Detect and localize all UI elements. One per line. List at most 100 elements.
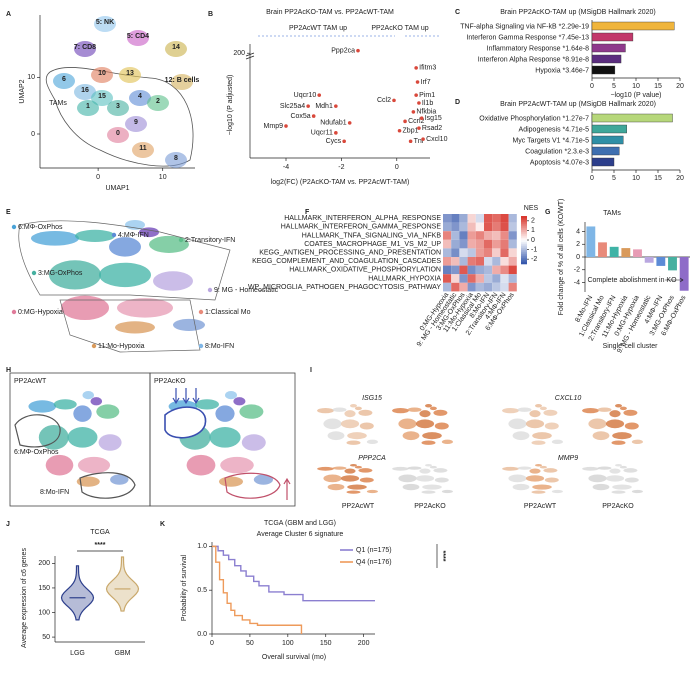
point-label: Nfkbia <box>416 109 436 116</box>
x-axis-title: log2(FC) (P2AcKO-TAM vs. PP2AcWT-TAM) <box>271 179 410 186</box>
heat-cell <box>484 282 493 292</box>
heat-cell <box>500 274 509 283</box>
cell-cluster <box>117 298 173 318</box>
cell-cluster <box>592 483 610 491</box>
row-label: HALLMARK_OXIDATIVE_PHOSPHORYLATION <box>289 267 441 274</box>
row-label: KEGG_COMPLEMENT_AND_COAGULATION_CASCADES <box>252 258 441 265</box>
point-label: Cxcl10 <box>426 136 448 143</box>
gene-title: MMP9 <box>558 455 578 462</box>
heat-cell <box>459 222 468 232</box>
heat-cell <box>459 257 468 266</box>
point-label: Mdh1 <box>315 103 333 110</box>
cell-cluster <box>358 468 373 473</box>
heat-cell <box>475 231 484 240</box>
cell-cluster <box>354 465 362 469</box>
cell-cluster <box>415 419 435 429</box>
cell-cluster <box>407 407 422 412</box>
heat-cell <box>467 265 476 275</box>
category-label: Interferon Gamma Response *7.45e-13 <box>466 34 589 41</box>
cell-cluster <box>543 409 558 416</box>
heat-cell <box>451 231 460 240</box>
annotation: **** <box>95 542 106 549</box>
heat-cell <box>475 222 484 232</box>
bar <box>586 226 596 257</box>
heat-cell <box>484 231 493 240</box>
heat-cell <box>475 282 484 292</box>
cell-cluster <box>350 404 357 408</box>
point <box>414 93 418 97</box>
cell-cluster <box>74 41 96 57</box>
cell-cluster <box>502 466 519 471</box>
heat-cell <box>484 214 493 223</box>
cell-cluster <box>82 391 94 400</box>
point <box>417 126 421 130</box>
heat-cell <box>451 239 460 249</box>
heat-cell <box>492 231 501 240</box>
cell-cluster <box>344 410 356 418</box>
heat-cell <box>484 239 493 249</box>
panel-frame <box>149 372 296 507</box>
y-axis-title: UMAP2 <box>19 79 26 103</box>
colorbar-title: NES <box>524 205 539 212</box>
cell-cluster <box>340 419 360 429</box>
heat-cell <box>443 222 452 232</box>
cell-cluster <box>94 16 116 32</box>
point-label: Ppp2ca <box>331 47 355 54</box>
legend-label: Q4 (n=176) <box>356 559 392 566</box>
y-axis-title: Probability of survival <box>181 554 188 621</box>
category-label: Interferon Alpha Response *8.91e-8 <box>478 56 589 63</box>
heat-cell <box>508 274 517 283</box>
x-axis-title: UMAP1 <box>105 185 129 192</box>
cell-cluster <box>619 465 627 469</box>
y-tick-label: 200 <box>233 50 245 57</box>
row-label: WP_MICROGLIA_PATHOGEN_PHAGOCYTOSIS_PATHW… <box>248 284 441 291</box>
heat-cell <box>492 214 501 223</box>
cell-cluster <box>346 440 361 445</box>
cell-cluster <box>366 439 378 445</box>
category-label: Coagulation *2.3.e-3 <box>525 148 589 155</box>
heat-cell <box>451 282 460 292</box>
heat-cell <box>508 257 517 266</box>
x-tick-label: 50 <box>246 640 254 647</box>
region-outline-ko <box>224 472 281 499</box>
x-tick-label: 10 <box>632 175 640 182</box>
cell-cluster <box>623 409 638 416</box>
category-label: TNF-alpha Signaling via NF-kB *2.29e-19 <box>460 23 589 30</box>
colorbar-step <box>521 256 527 259</box>
cell-cluster <box>366 489 378 494</box>
cell-cluster <box>53 399 77 410</box>
point-label: Rsad2 <box>422 125 442 132</box>
cell-cluster <box>402 431 420 441</box>
heat-cell <box>500 282 509 292</box>
category-label: Oxidative Phosphorylation *1.27e-7 <box>479 115 589 122</box>
cell-cluster <box>91 67 113 83</box>
cell-cluster <box>611 440 626 445</box>
heat-cell <box>467 257 476 266</box>
cell-cluster <box>225 391 237 400</box>
axis-break <box>245 52 255 60</box>
heat-cell <box>492 257 501 266</box>
condition-label: PP2AcKO <box>602 503 634 510</box>
panel-label: C <box>455 9 460 16</box>
cell-cluster <box>317 466 334 471</box>
cluster-label: 11:Mo-Hypoxia <box>98 343 145 350</box>
category-label: Myc Targets V1 *4.71e-5 <box>512 137 589 144</box>
title: TCGA <box>90 529 110 536</box>
y-axis-title: Fold change of % of all cells (KO/WT) <box>558 199 565 316</box>
colorbar-step <box>521 248 527 251</box>
y-axis-title: Average expression of c6 genes <box>21 548 28 648</box>
colorbar-step <box>521 250 527 253</box>
violin <box>105 556 140 612</box>
legend-dot <box>111 232 117 238</box>
heat-cell <box>467 214 476 223</box>
cell-cluster <box>76 476 100 487</box>
cell-cluster <box>551 489 564 494</box>
bar <box>591 65 616 75</box>
heat-cell <box>508 239 517 249</box>
y-tick-label: 0.0 <box>197 631 207 638</box>
cluster-label: 8:Mo-IFN <box>40 489 69 496</box>
category-label: Hypoxia *3.46e-7 <box>535 67 589 74</box>
cluster-label: 16 <box>81 87 89 94</box>
cell-cluster <box>239 404 264 419</box>
